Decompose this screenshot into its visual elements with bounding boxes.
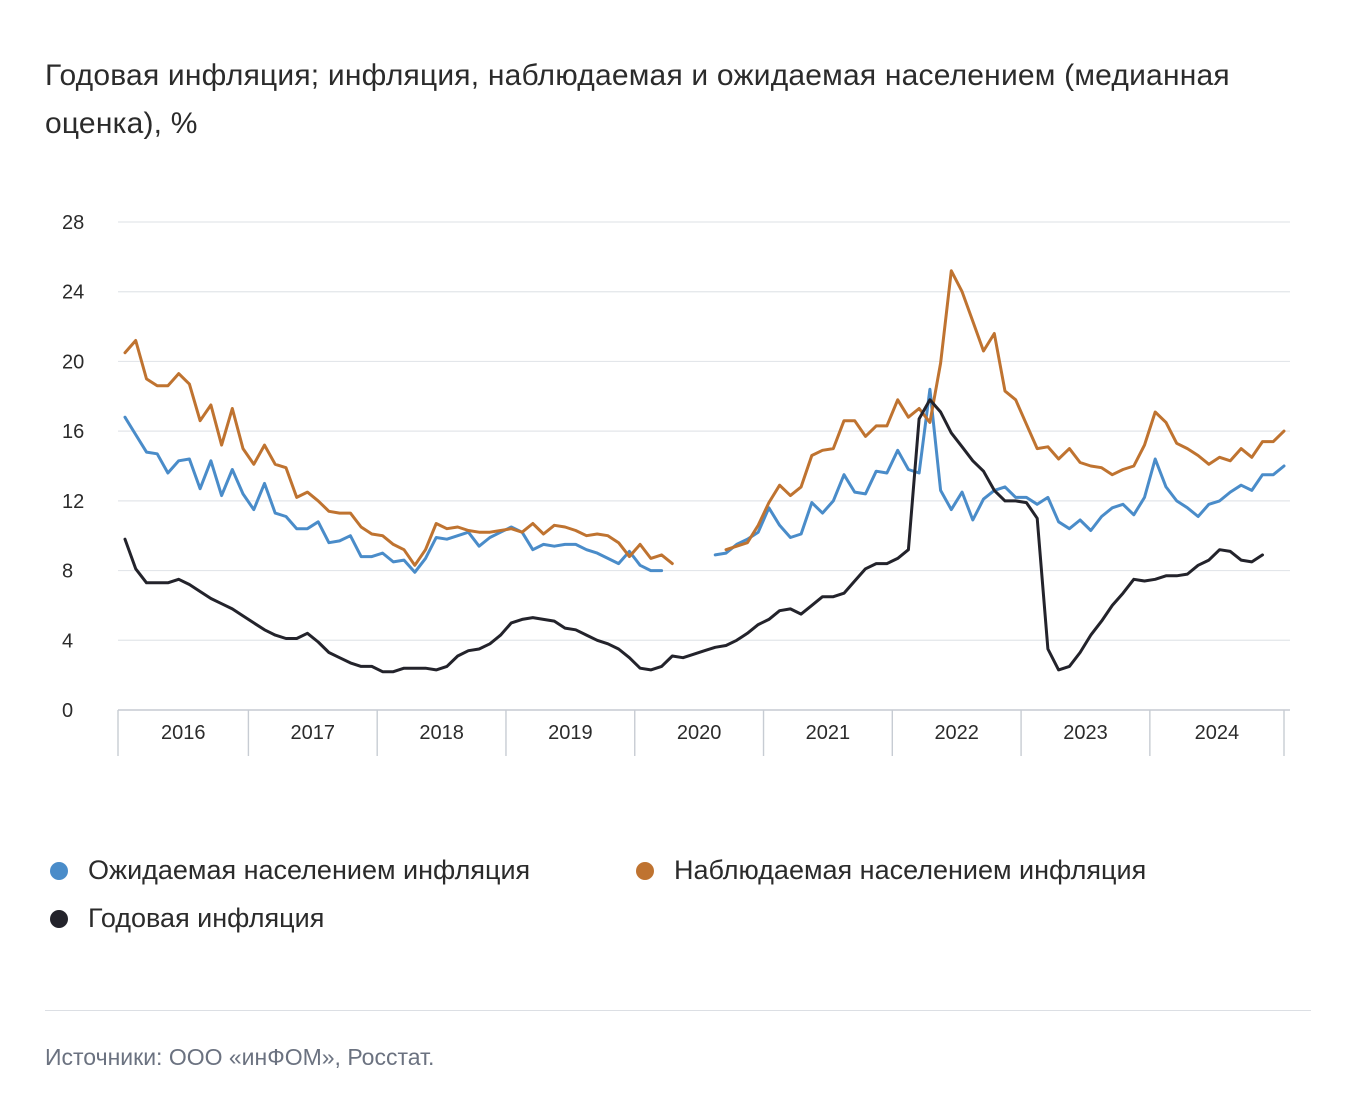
x-tick-label-2018: 2018 (419, 722, 464, 744)
series-line-expected (123, 387, 1286, 574)
chart-title: Годовая инфляция; инфляция, наблюдаемая … (45, 59, 1230, 140)
legend-item-expected[interactable]: Ожидаемая населением инфляция (50, 855, 530, 886)
legend-marker-expected (50, 861, 68, 880)
y-tick-label-20: 20 (62, 351, 84, 373)
series-line-observed (123, 269, 1286, 567)
legend-item-annual[interactable]: Годовая инфляция (50, 903, 324, 934)
y-tick-label-28: 28 (62, 212, 84, 234)
y-tick-label-12: 12 (62, 491, 84, 513)
x-tick-label-2016: 2016 (161, 722, 206, 744)
x-tick-label-2023: 2023 (1063, 722, 1108, 744)
x-tick-label-2020: 2020 (677, 722, 722, 744)
x-tick-label-2021: 2021 (806, 722, 851, 744)
legend-label-annual: Годовая инфляция (88, 903, 325, 933)
legend-label-observed: Наблюдаемая населением инфляция (674, 855, 1147, 885)
y-tick-label-0: 0 (62, 700, 73, 722)
source-note: Источники: ООО «инФОМ», Росстат. (45, 1044, 435, 1070)
x-tick-label-2017: 2017 (291, 722, 336, 744)
x-tick-label-2022: 2022 (934, 722, 979, 744)
legend-marker-observed (636, 861, 654, 880)
legend-marker-annual (50, 909, 68, 928)
legend-label-expected: Ожидаемая населением инфляция (88, 855, 531, 885)
x-tick-label-2019: 2019 (548, 722, 593, 744)
divider (45, 1010, 1311, 1011)
x-tick-label-2024: 2024 (1195, 722, 1240, 744)
y-tick-label-16: 16 (62, 421, 84, 443)
y-tick-label-8: 8 (62, 561, 73, 583)
legend-item-observed[interactable]: Наблюдаемая населением инфляция (636, 855, 1146, 886)
series-line-annual (123, 398, 1264, 674)
y-tick-label-24: 24 (62, 282, 84, 304)
y-tick-label-4: 4 (62, 630, 73, 652)
